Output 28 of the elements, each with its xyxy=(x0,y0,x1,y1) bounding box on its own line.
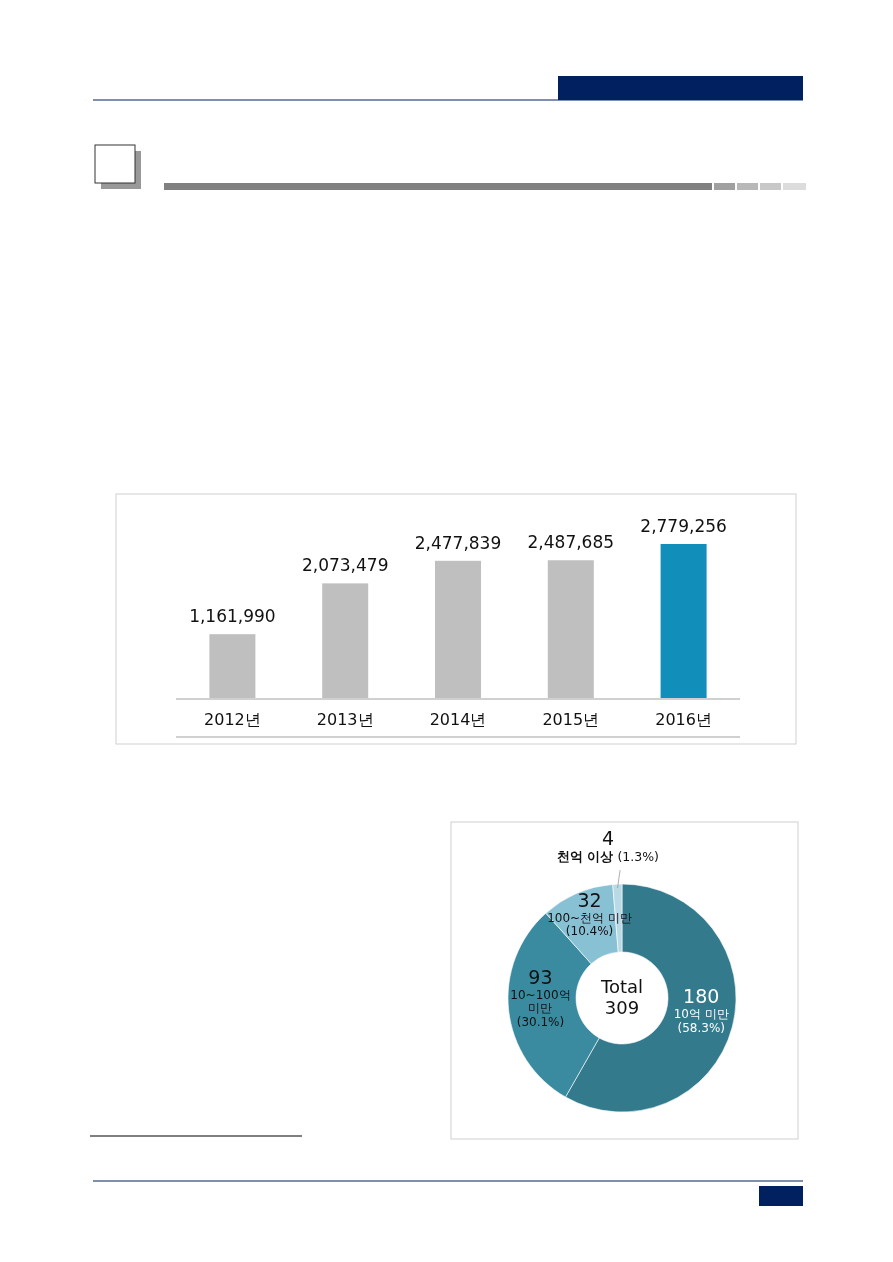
data-label: 2,487,685 xyxy=(527,532,615,553)
slice-label: 10억 미만 xyxy=(672,1007,730,1022)
text: (1.3%) xyxy=(617,848,659,864)
bar xyxy=(322,583,369,699)
data-label: 1,161,990 xyxy=(189,606,276,627)
data-label: 180 xyxy=(682,985,721,1009)
x-tick-label: 2015년 xyxy=(542,709,600,731)
text: (10.4%) xyxy=(564,924,615,940)
x-tick-label: 2016년 xyxy=(655,709,712,731)
slice-label: 100~천억 미만 xyxy=(546,910,633,925)
data-label: 2,477,839 xyxy=(414,532,502,553)
text: Total 309 xyxy=(599,976,644,1019)
data-label: 93 xyxy=(527,966,554,989)
data-label: 32 xyxy=(576,888,603,912)
x-tick-label: 2012년 xyxy=(204,709,261,731)
bar xyxy=(435,560,481,699)
bar xyxy=(660,544,707,699)
bar xyxy=(209,634,256,699)
slice-label: 10~100억 미만 xyxy=(509,987,572,1016)
data-label: 2,073,479 xyxy=(301,555,389,576)
bar xyxy=(547,560,594,699)
x-tick-label: 2013년 xyxy=(316,709,374,731)
data-label: 4 xyxy=(601,827,616,850)
slice-label: 천억 이상 xyxy=(557,848,614,864)
data-label: 2,779,256 xyxy=(640,516,727,536)
x-tick-label: 2014년 xyxy=(429,709,487,731)
text: (30.1%) xyxy=(515,1015,566,1031)
text: (58.3%) xyxy=(676,1020,726,1036)
